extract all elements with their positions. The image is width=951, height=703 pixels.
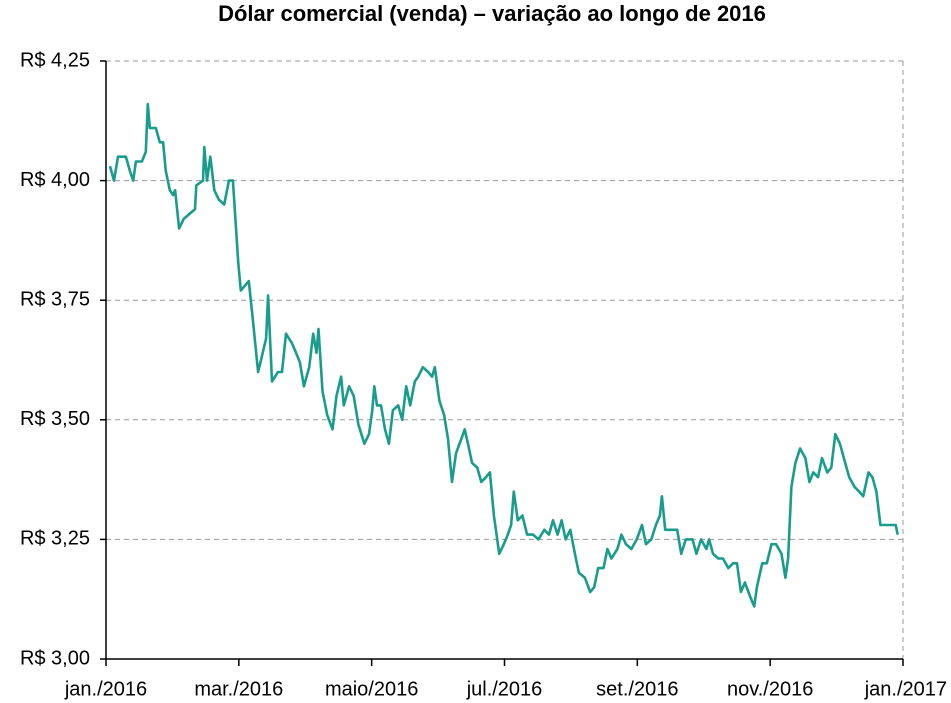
- y-tick-label: R$ 3,50: [20, 408, 90, 430]
- y-tick-label: R$ 3,00: [20, 647, 90, 669]
- x-tick-label: jan./2016: [64, 678, 147, 700]
- chart-title: Dólar comercial (venda) – variação ao lo…: [218, 1, 766, 26]
- x-tick-label: set./2016: [596, 678, 678, 700]
- x-tick-label: jan./2017: [864, 678, 947, 700]
- x-tick-label: maio/2016: [325, 678, 418, 700]
- x-tick-label: jul./2016: [466, 678, 543, 700]
- x-tick-label: nov./2016: [727, 678, 813, 700]
- data-line: [108, 102, 899, 608]
- x-tick-label: mar./2016: [194, 678, 283, 700]
- y-tick-label: R$ 3,25: [20, 528, 90, 550]
- y-tick-label: R$ 4,00: [20, 169, 90, 191]
- y-tick-label: R$ 3,75: [20, 288, 90, 310]
- y-tick-label: R$ 4,25: [20, 49, 90, 71]
